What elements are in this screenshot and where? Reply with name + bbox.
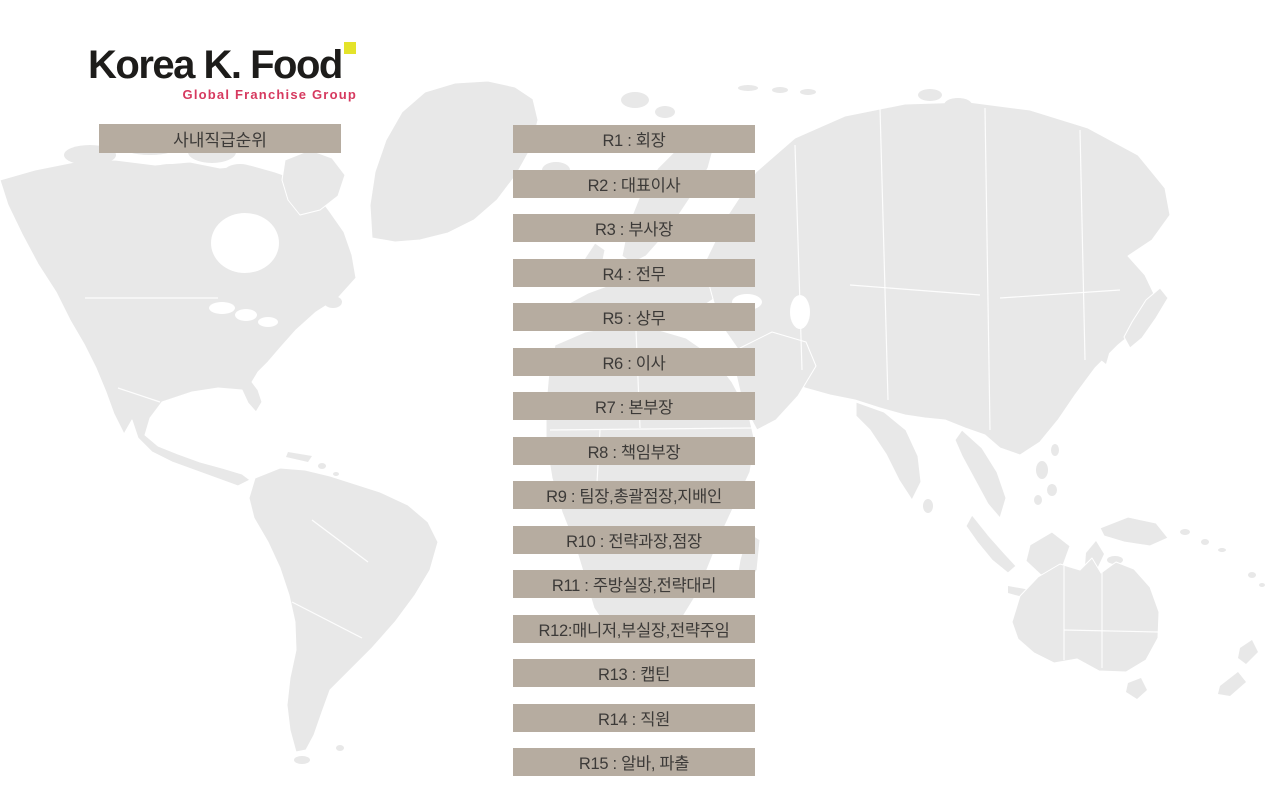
rank-item-r2: R2 : 대표이사 xyxy=(513,169,755,198)
rank-item-r6: R6 : 이사 xyxy=(513,347,755,376)
rank-item-r10: R10 : 전략과장,점장 xyxy=(513,525,755,554)
logo-title: Korea K. Food xyxy=(88,43,343,87)
rank-item-r8: R8 : 책임부장 xyxy=(513,436,755,465)
rank-item-r15: R15 : 알바, 파출 xyxy=(513,748,755,776)
rank-item-r3: R3 : 부사장 xyxy=(513,214,755,242)
rank-item-r11: R11 : 주방실장,전략대리 xyxy=(513,570,755,598)
logo: Korea K. Food Global Franchise Group xyxy=(88,42,360,102)
rank-item-r5: R5 : 상무 xyxy=(513,303,755,331)
rank-item-r4: R4 : 전무 xyxy=(513,258,755,287)
rank-item-r13: R13 : 캡틴 xyxy=(513,659,755,687)
rank-list: R1 : 회장 R2 : 대표이사 R3 : 부사장 R4 : 전무 R5 : … xyxy=(513,125,755,793)
rank-item-r7: R7 : 본부장 xyxy=(513,392,755,420)
rank-item-r14: R14 : 직원 xyxy=(513,703,755,732)
rank-item-r9: R9 : 팀장,총괄점장,지배인 xyxy=(513,481,755,509)
rank-list-title: 사내직급순위 xyxy=(99,124,341,153)
logo-subtitle: Global Franchise Group xyxy=(182,87,357,102)
logo-accent-mark-icon xyxy=(344,42,356,54)
rank-item-r1: R1 : 회장 xyxy=(513,125,755,153)
rank-item-r12: R12:매니저,부실장,전략주임 xyxy=(513,614,755,643)
